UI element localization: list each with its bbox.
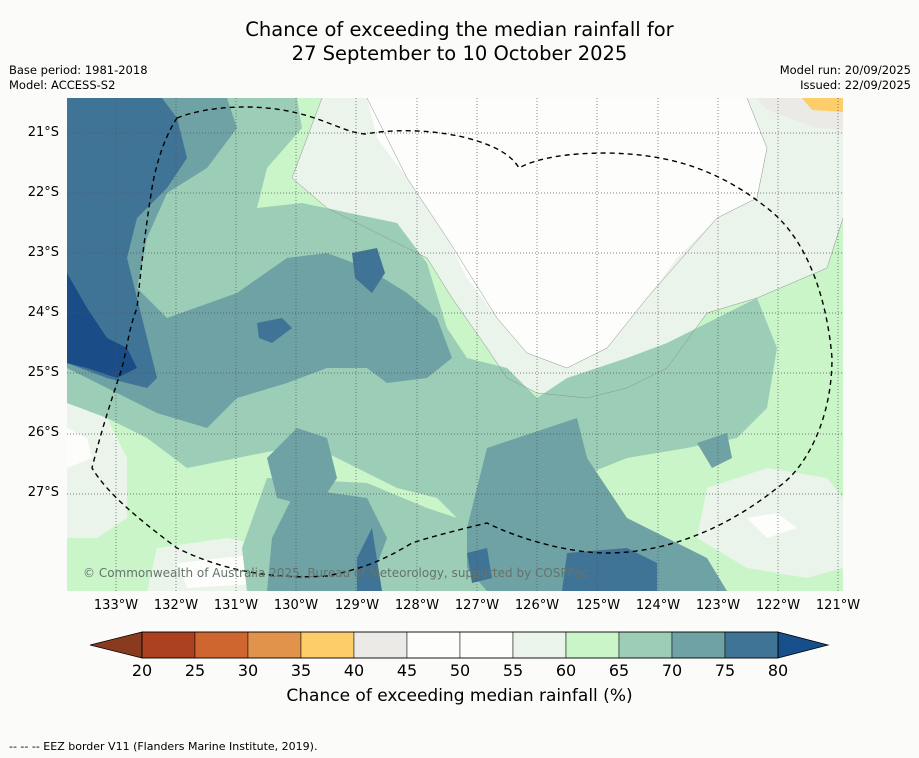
colorbar-swatch [565,631,620,659]
lon-label: 129°W [334,598,380,613]
lon-label: 132°W [153,598,199,613]
colorbar-swatch [300,631,355,659]
colorbar-swatch [353,631,408,659]
lon-label: 126°W [514,598,560,613]
lon-label: 123°W [695,598,741,613]
colorbar-swatch [724,631,779,659]
eez-border [91,106,833,578]
colorbar-tick: 55 [502,661,524,680]
colorbar-tick: 60 [555,661,577,680]
lat-label: 22°S [27,185,59,200]
lon-label: 124°W [635,598,681,613]
colorbar-swatch [671,631,726,659]
contour-lines [291,98,843,399]
band-75-80-cell-b [257,318,292,343]
band-75-80-west [67,98,187,388]
band-70-75-east [697,433,732,468]
lon-label: 122°W [755,598,801,613]
colorbar-tick: 65 [608,661,630,680]
colorbar-tick: 40 [343,661,365,680]
issued-date: Issued: 22/09/2025 [800,78,911,92]
colorbar-tick: 35 [290,661,312,680]
meta-left: Base period: 1981-2018 Model: ACCESS-S2 [9,63,148,93]
base-period: Base period: 1981-2018 [9,63,148,77]
lon-label: 128°W [394,598,440,613]
model-name: Model: ACCESS-S2 [9,78,116,92]
band-45-55-southeast [747,513,797,538]
lon-label: 133°W [93,598,139,613]
title-line-2: 27 September to 10 October 2025 [291,42,628,65]
band-75-80-cell-a [352,248,385,293]
band-45-55 [367,98,767,368]
colorbar-tick: 30 [237,661,259,680]
lon-label: 127°W [454,598,500,613]
colorbar-tick: 70 [661,661,683,680]
band-35-40 [802,98,843,112]
band-45-55-west [67,428,92,468]
colorbar-swatch [194,631,249,659]
colorbar-swatch [618,631,673,659]
eez-footnote: -- -- -- EEZ border V11 (Flanders Marine… [9,740,318,753]
colorbar [90,631,830,659]
lon-label: 130°W [273,598,319,613]
lat-label: 25°S [27,365,59,380]
colorbar-label: Chance of exceeding median rainfall (%) [286,686,633,706]
meta-right: Model run: 20/09/2025 Issued: 22/09/2025 [780,63,911,93]
title-line-1: Chance of exceeding the median rainfall … [245,18,674,41]
map-title: Chance of exceeding the median rainfall … [0,18,919,66]
colorbar-swatch [459,631,514,659]
probability-map [67,98,843,591]
colorbar-swatch [406,631,461,659]
lat-label: 23°S [27,245,59,260]
colorbar-tick: 25 [184,661,206,680]
band-75-80-southcenter [467,548,492,583]
colorbar-tick: 80 [767,661,789,680]
colorbar-swatch [247,631,302,659]
band-55-60-southwest [67,398,127,538]
band-70-75-center [267,428,337,508]
colorbar-frame [141,631,779,659]
copyright-notice: © Commonwealth of Australia 2025, Bureau… [83,566,589,580]
band-70-75-southeast [467,418,727,591]
colorbar-tick: 50 [449,661,471,680]
lon-label: 131°W [213,598,259,613]
lat-label: 27°S [27,485,59,500]
lon-label: 121°W [815,598,861,613]
colorbar-tick: 45 [396,661,418,680]
colorbar-swatch [141,631,196,659]
colorbar-tick: 20 [131,661,153,680]
colorbar-tick: 75 [714,661,736,680]
colorbar-swatches [141,631,779,659]
band-75-80-southeast [562,548,657,591]
lat-label: 26°S [27,425,59,440]
map-panel: © Commonwealth of Australia 2025, Bureau… [67,98,843,591]
model-run: Model run: 20/09/2025 [779,63,911,77]
band-gt-80 [67,273,137,378]
colorbar-high-extension [777,631,830,659]
band-75-80-south [357,528,382,591]
colorbar-swatch [512,631,567,659]
lat-label: 24°S [27,305,59,320]
lat-label: 21°S [27,125,59,140]
lon-label: 125°W [575,598,621,613]
colorbar-low-extension [90,631,143,659]
graticule [67,98,843,591]
